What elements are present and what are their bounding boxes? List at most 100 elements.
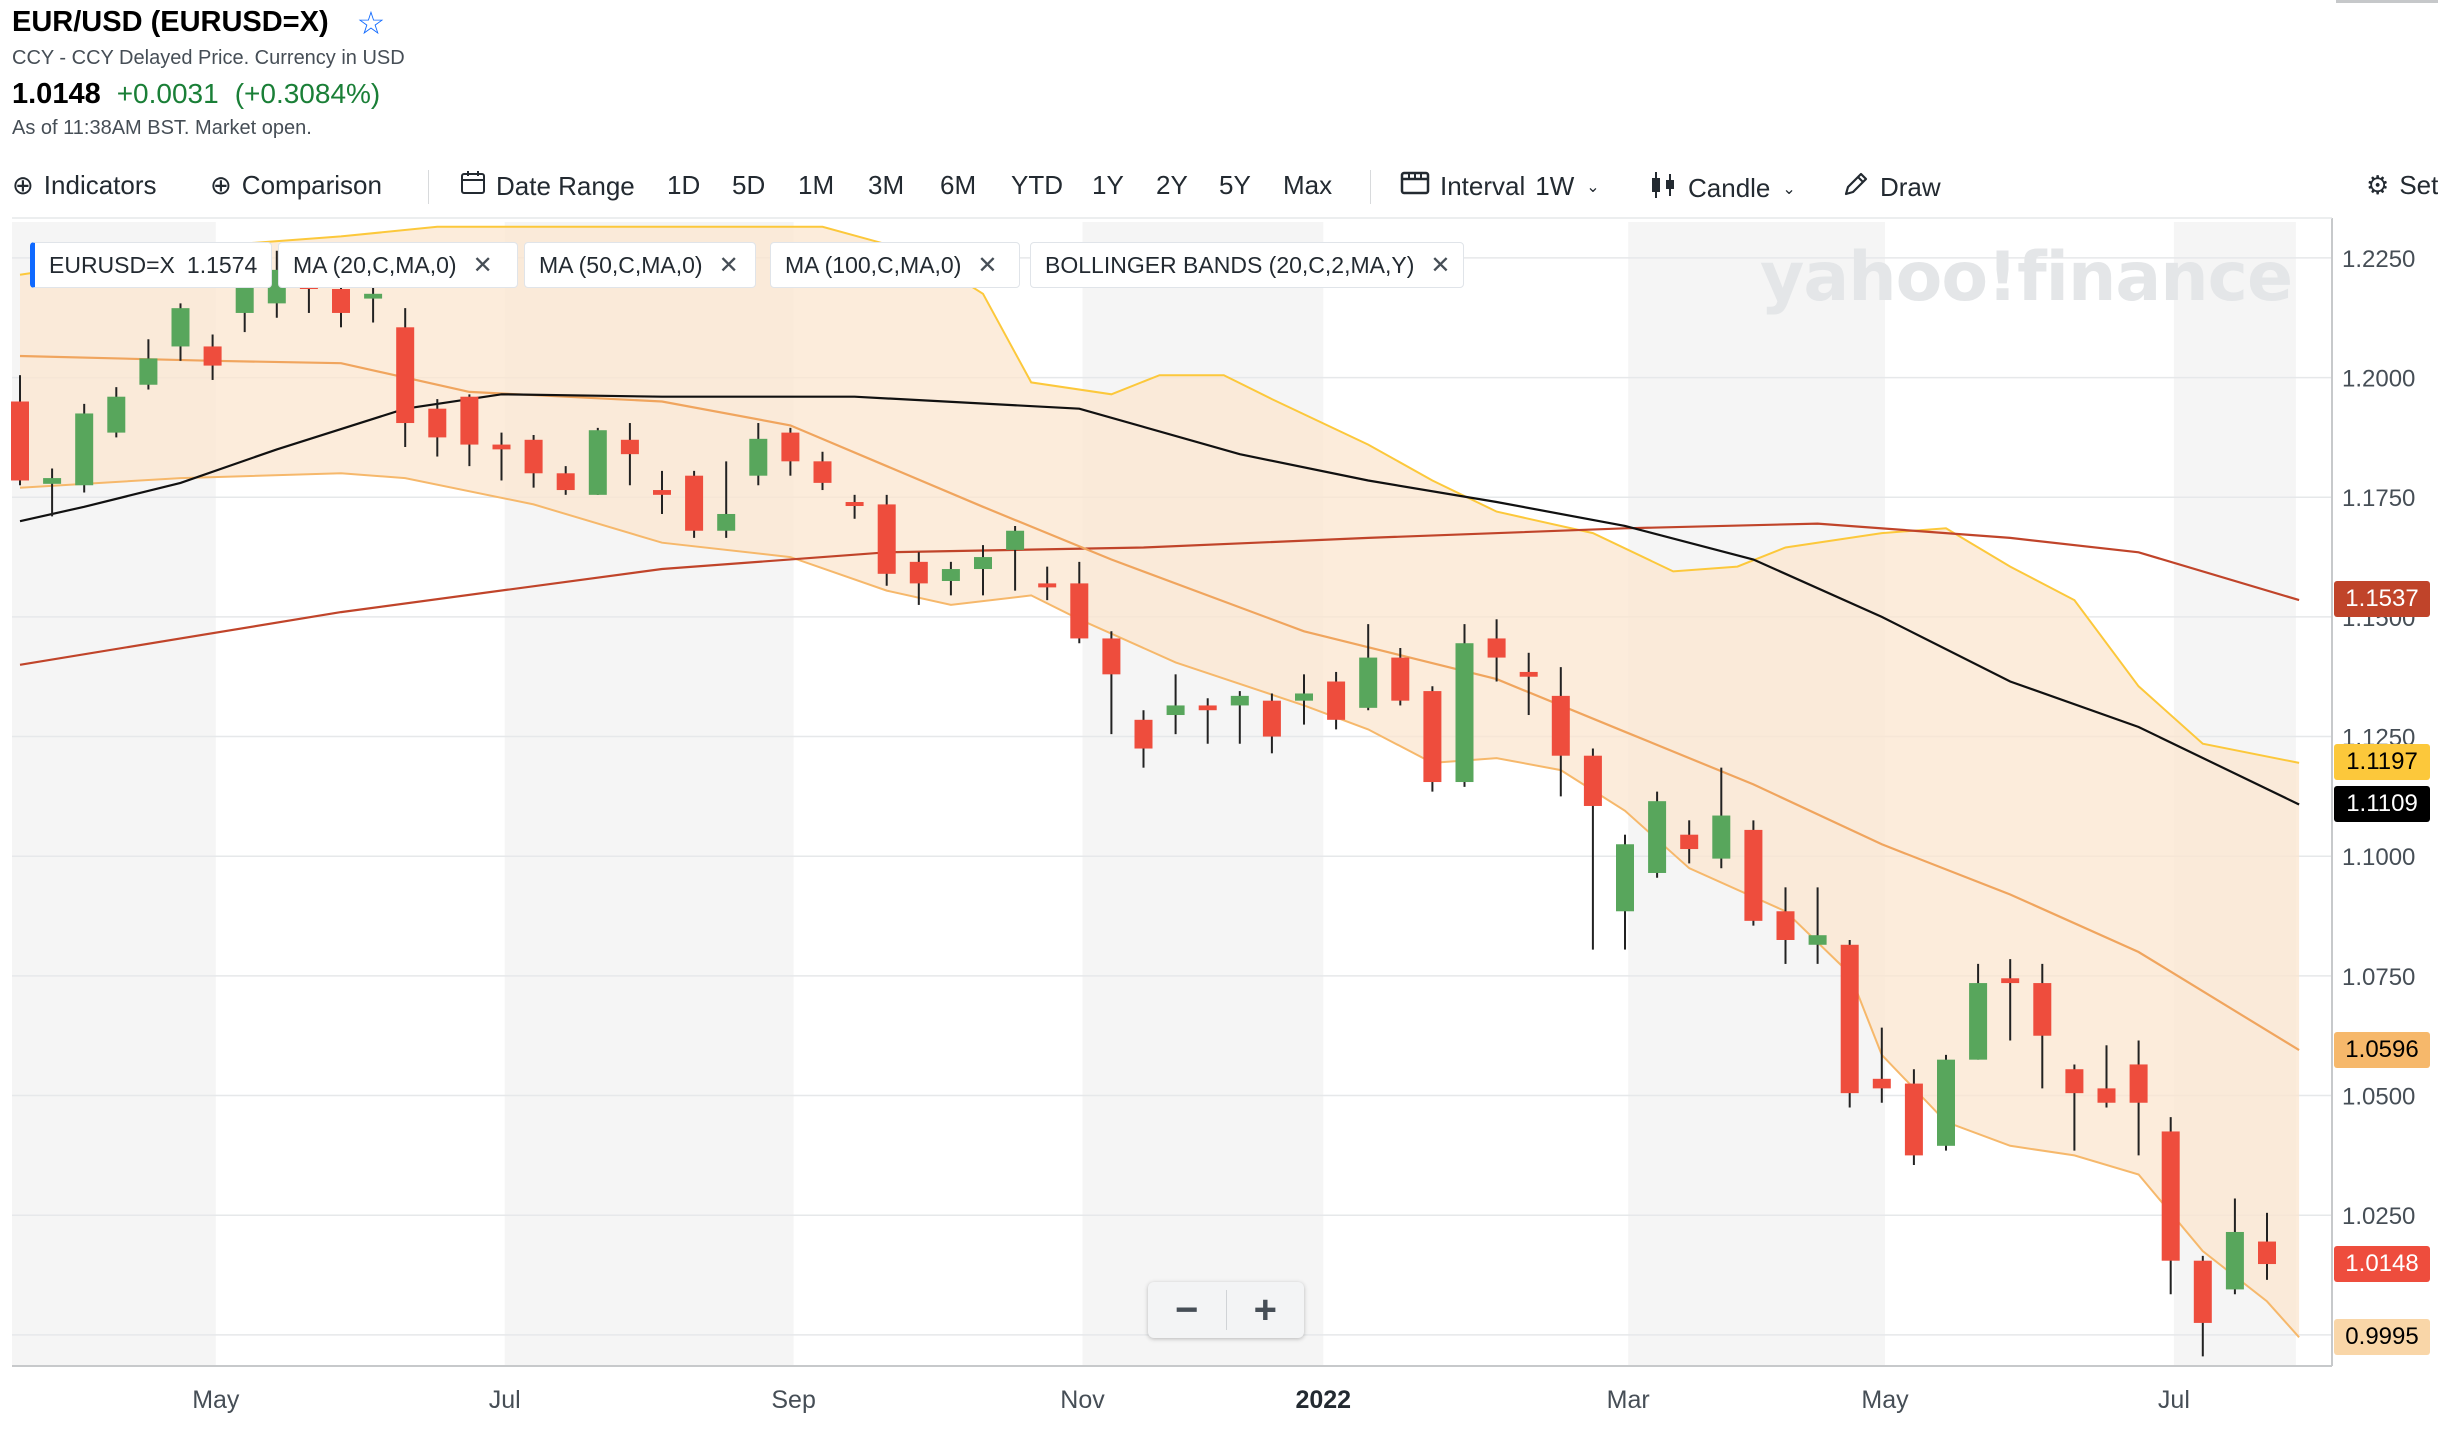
chart-toolbar: ⊕ Indicators ⊕ Comparison Date Range 1D … (0, 160, 2438, 214)
y-tick-label: 1.1000 (2342, 844, 2415, 871)
candle-body (1680, 834, 1699, 850)
candle (1230, 691, 1249, 744)
candle-body (1230, 695, 1249, 706)
symbol-title: EUR/USD (EURUSD=X) (12, 6, 329, 38)
close-icon[interactable]: ✕ (1430, 251, 1451, 279)
candle (107, 387, 126, 438)
candle-body (1006, 530, 1025, 550)
candle-body (2161, 1131, 2180, 1261)
candle (685, 470, 704, 538)
zoom-in-button[interactable]: + (1253, 1287, 1277, 1332)
range-6m-button[interactable]: 6M (940, 170, 977, 200)
candle (1070, 561, 1089, 644)
range-2y-button[interactable]: 2Y (1156, 170, 1188, 200)
candle (1134, 710, 1153, 768)
candle (43, 468, 62, 517)
candle-body (1038, 583, 1057, 588)
y-tick-label: 1.0500 (2342, 1084, 2415, 1111)
candle-body (524, 439, 543, 474)
candle-body (43, 478, 62, 484)
candle (1776, 887, 1795, 964)
settings-label: Set (2399, 170, 2438, 200)
candle (2193, 1255, 2212, 1357)
candle (1198, 698, 1217, 744)
range-5y-button[interactable]: 5Y (1219, 170, 1251, 200)
candle (1583, 748, 1602, 950)
candle-body (1840, 944, 1859, 1094)
candle-body (1904, 1083, 1923, 1156)
y-tick-label: 1.2250 (2342, 246, 2415, 273)
candle-body (1712, 815, 1731, 859)
candle-body (75, 413, 94, 486)
star-outline-icon[interactable]: ☆ (356, 4, 386, 41)
candle-body (2001, 978, 2020, 984)
candle (1391, 648, 1410, 706)
indicators-button[interactable]: ⊕ Indicators (12, 170, 157, 201)
zoom-out-button[interactable]: − (1175, 1287, 1199, 1332)
candle-body (2097, 1088, 2116, 1103)
candle (171, 303, 190, 361)
close-icon[interactable]: ✕ (718, 251, 739, 279)
candle-body (1744, 829, 1763, 921)
candle (1872, 1027, 1891, 1103)
price-tag: 1.1197 (2334, 743, 2430, 780)
settings-button[interactable]: ⚙ Set (2366, 170, 2438, 201)
candle (524, 435, 543, 488)
candle (492, 432, 511, 481)
candle-body (717, 513, 736, 531)
candle (909, 552, 928, 605)
candle-body (1487, 638, 1506, 658)
range-1m-button[interactable]: 1M (798, 170, 835, 200)
calendar-icon (460, 170, 486, 203)
interval-button[interactable]: Interval 1W ⌄ (1400, 170, 1600, 203)
candle-body (2225, 1231, 2244, 1290)
candle (75, 403, 94, 493)
comparison-button[interactable]: ⊕ Comparison (210, 170, 382, 201)
price-tag: 1.0596 (2334, 1031, 2430, 1068)
candle (1744, 820, 1763, 926)
candle (2129, 1040, 2148, 1156)
legend-pill-ma20[interactable]: MA (20,C,MA,0) ✕ (278, 242, 518, 288)
candle-body (364, 293, 383, 299)
close-icon[interactable]: ✕ (472, 251, 493, 279)
chart-type-button[interactable]: Candle ⌄ (1648, 170, 1796, 207)
range-5d-button[interactable]: 5D (732, 170, 766, 200)
range-1d-button[interactable]: 1D (667, 170, 701, 200)
range-max-button[interactable]: Max (1283, 170, 1333, 200)
close-icon[interactable]: ✕ (977, 251, 998, 279)
range-3m-button[interactable]: 3M (868, 170, 905, 200)
legend-pill-ma50[interactable]: MA (50,C,MA,0) ✕ (524, 242, 756, 288)
interval-icon (1400, 170, 1430, 203)
candle-body (1262, 700, 1281, 737)
candle (556, 466, 575, 495)
candle-body (1648, 801, 1667, 873)
candle (1648, 791, 1667, 878)
chevron-down-icon: ⌄ (1782, 180, 1796, 198)
candle-body (1872, 1078, 1891, 1089)
ma100-line (19, 522, 2300, 666)
candle (1038, 566, 1057, 601)
candle (428, 399, 447, 457)
legend-ma20-label: MA (20,C,MA,0) (293, 251, 457, 278)
y-tick-label: 1.2000 (2342, 366, 2415, 393)
quote-subtitle: CCY - CCY Delayed Price. Currency in USD (12, 47, 405, 69)
legend-pill-ma100[interactable]: MA (100,C,MA,0) ✕ (770, 242, 1020, 288)
x-axis-label: Mar (1607, 1386, 1650, 1414)
candle (1423, 686, 1442, 792)
legend-pill-bollinger[interactable]: BOLLINGER BANDS (20,C,2,MA,Y) ✕ (1030, 242, 1464, 288)
x-axis-label: May (192, 1386, 240, 1414)
ma50-line (19, 393, 2300, 806)
candle (749, 423, 768, 486)
candle-body (1359, 657, 1378, 708)
candle (2161, 1117, 2180, 1295)
date-range-button[interactable]: Date Range (460, 170, 635, 203)
legend-pill-symbol[interactable]: EURUSD=X 1.1574 (30, 242, 272, 288)
legend-bollinger-label: BOLLINGER BANDS (20,C,2,MA,Y) (1045, 251, 1415, 278)
candle (845, 494, 864, 519)
candle-body (1166, 705, 1185, 716)
candle (1455, 624, 1474, 787)
draw-button[interactable]: Draw (1842, 170, 1941, 205)
range-ytd-button[interactable]: YTD (1011, 170, 1063, 200)
range-1y-button[interactable]: 1Y (1092, 170, 1124, 200)
